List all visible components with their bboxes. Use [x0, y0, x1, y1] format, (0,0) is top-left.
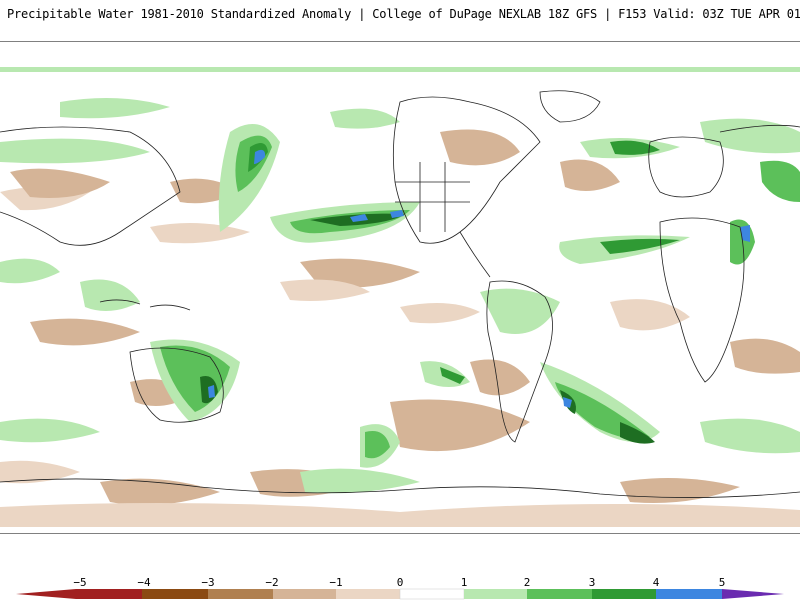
colorbar [0, 566, 800, 600]
colorbar-seg-neg2 [273, 589, 336, 599]
colorbar-seg-neg3 [208, 589, 273, 599]
colorbar-seg-pos4 [656, 589, 722, 599]
colorbar-seg-neg4 [142, 589, 208, 599]
colorbar-tick: 2 [523, 576, 531, 589]
colorbar-seg-pos3 [592, 589, 656, 599]
colorbar-svg [16, 588, 784, 600]
colorbar-seg-zero [399, 588, 465, 600]
colorbar-tick: −4 [137, 576, 151, 589]
coastlines [0, 90, 800, 498]
colorbar-right-arrow [722, 589, 784, 599]
colorbar-tick: −3 [201, 576, 215, 589]
colorbar-seg-neg5 [76, 589, 142, 599]
colorbar-left-arrow [16, 589, 76, 599]
colorbar-tick: 1 [460, 576, 468, 589]
colorbar-seg-pos1 [464, 589, 527, 599]
colorbar-seg-neg1 [336, 589, 400, 599]
colorbar-tick: 4 [652, 576, 660, 589]
colorbar-tick: −1 [329, 576, 343, 589]
colorbar-tick: 5 [718, 576, 726, 589]
map-panel [0, 41, 800, 534]
anomaly-map [0, 67, 800, 527]
title-bar: Precipitable Water 1981-2010 Standardize… [0, 0, 800, 40]
positive-anomaly-areas [0, 98, 800, 494]
colorbar-tick: 3 [588, 576, 596, 589]
colorbar-tick: −5 [73, 576, 87, 589]
colorbar-seg-pos2 [527, 589, 592, 599]
arctic-anomaly-band [0, 67, 800, 72]
map-title: Precipitable Water 1981-2010 Standardize… [7, 7, 800, 21]
colorbar-tick: −2 [265, 576, 279, 589]
colorbar-tick: 0 [396, 576, 404, 589]
negative-anomaly-areas [0, 129, 800, 527]
